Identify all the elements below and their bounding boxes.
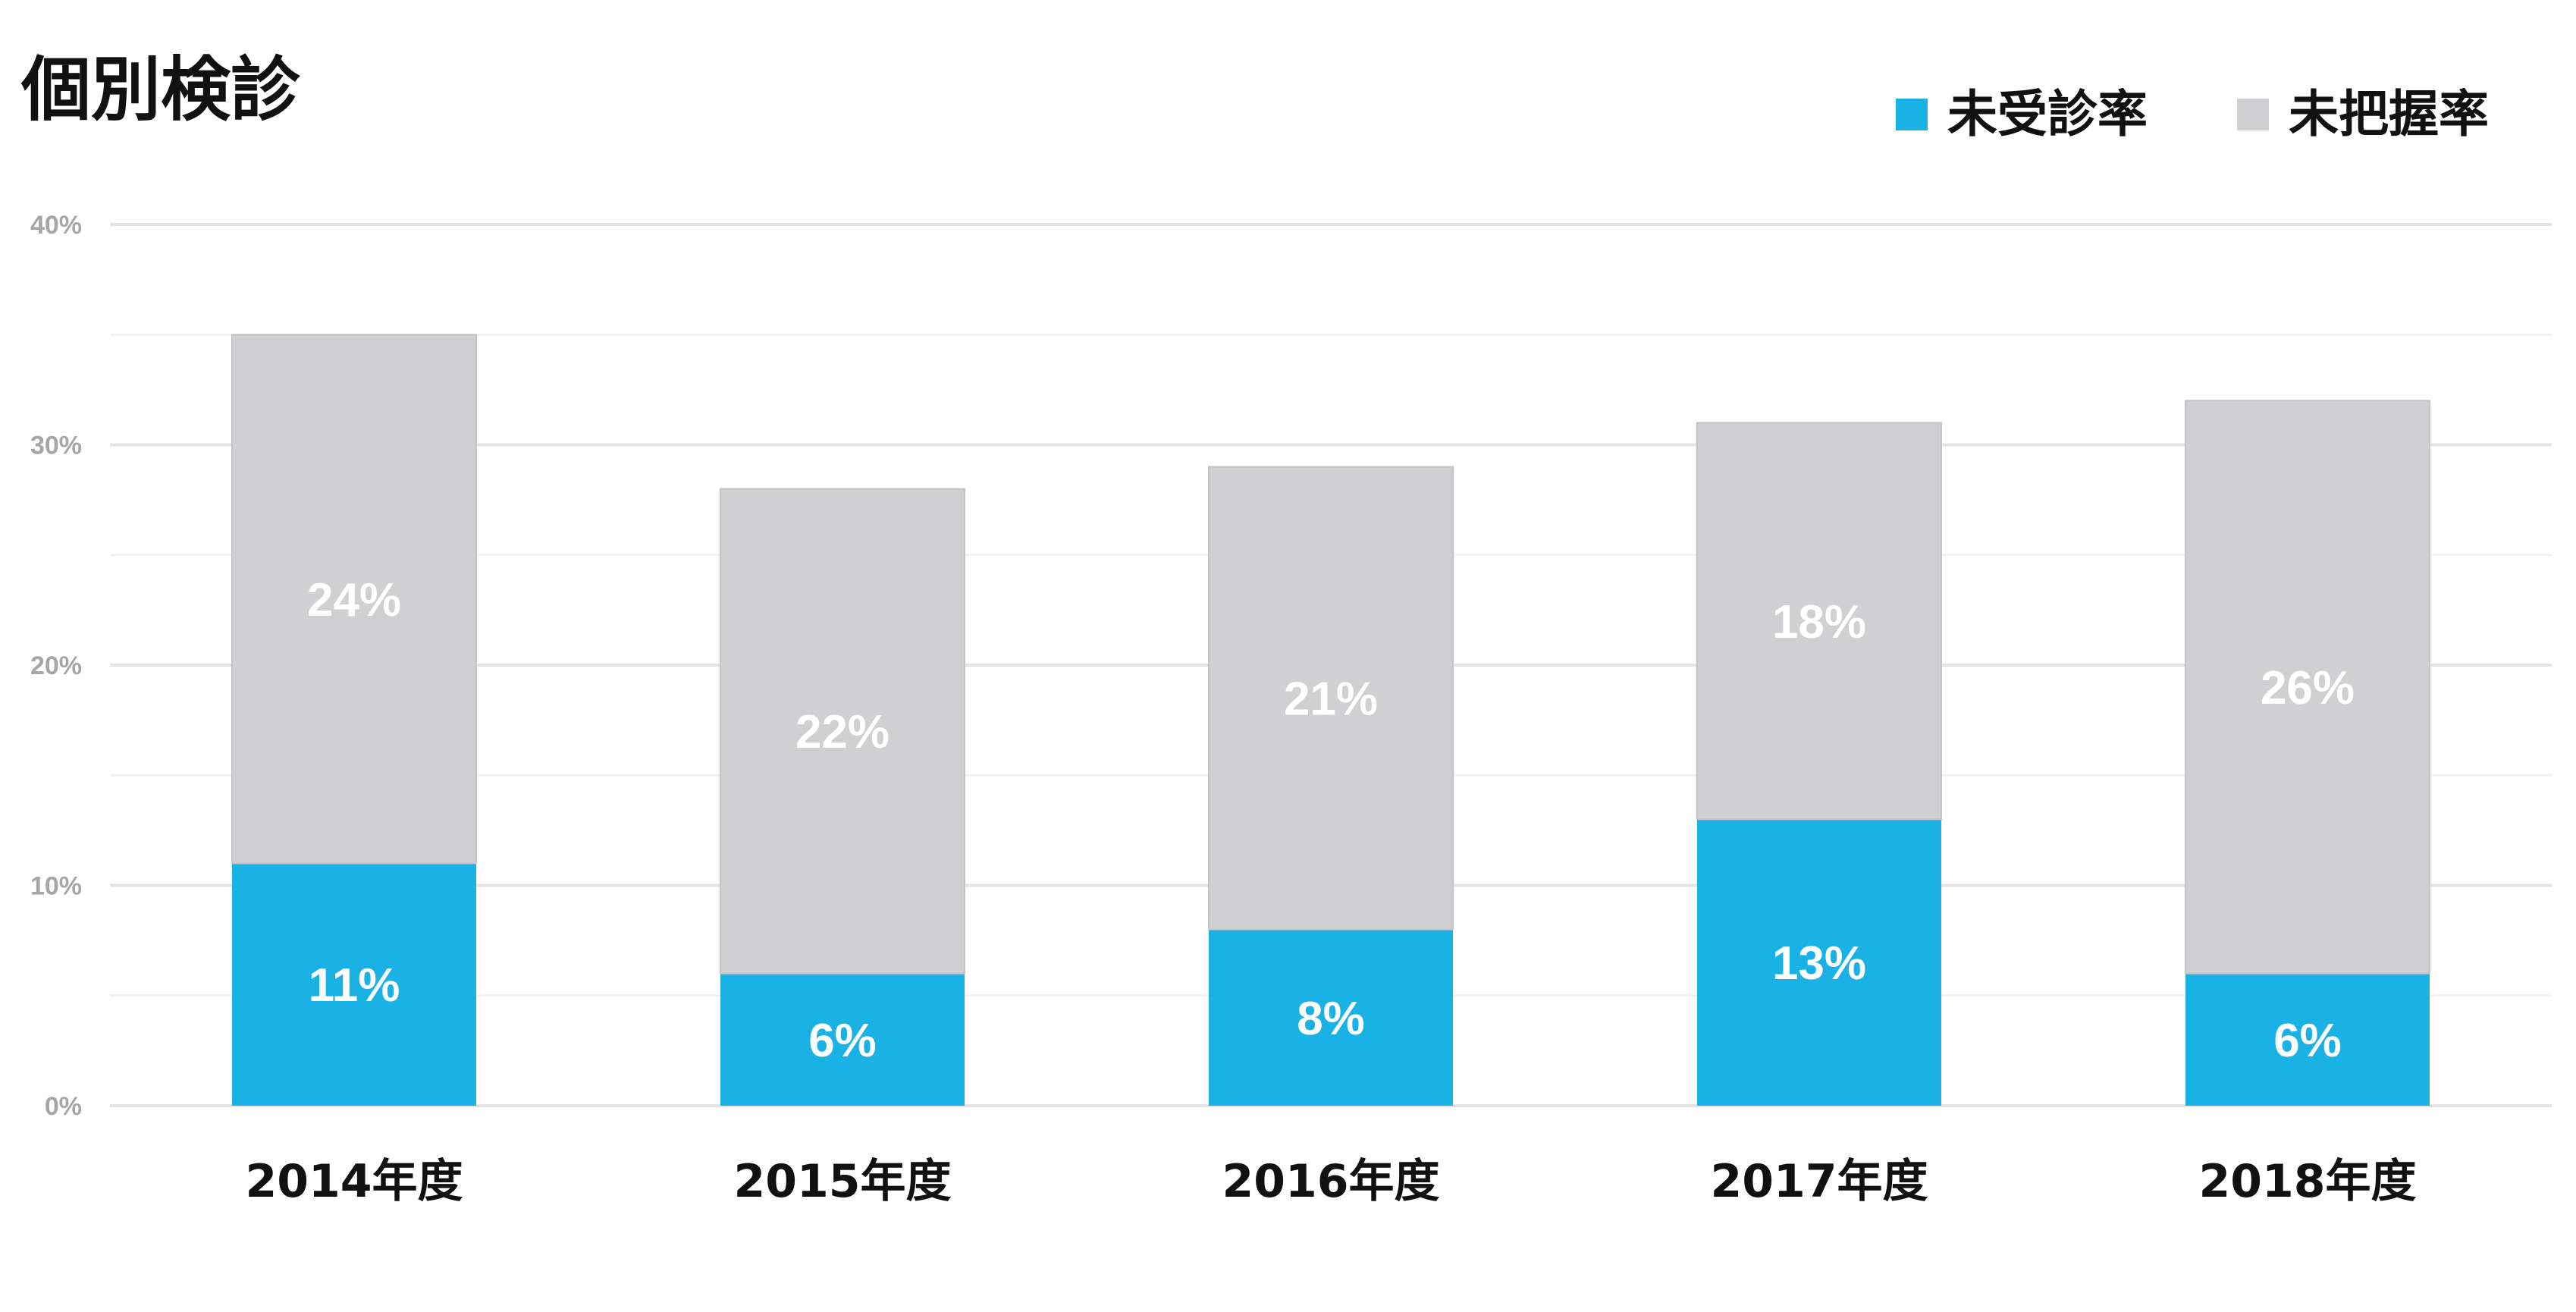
x-tick-label: 2014年度	[246, 1155, 463, 1208]
bar-segment-unknown	[1696, 422, 1942, 821]
x-tick-label: 2017年度	[1711, 1155, 1928, 1208]
data-label: 26%	[2261, 662, 2355, 714]
data-label: 24%	[307, 574, 401, 626]
data-label: 8%	[1297, 993, 1365, 1045]
data-label: 21%	[1284, 673, 1378, 726]
bar-segment-unexamined	[1697, 819, 1941, 1106]
y-tick-label: 10%	[30, 872, 82, 901]
legend-swatch-unexamined	[1896, 99, 1928, 130]
data-label: 22%	[795, 706, 890, 758]
y-tick-label: 40%	[30, 211, 82, 240]
x-axis: 2014年度 2015年度 2016年度 2017年度 2018年度	[246, 1155, 2417, 1208]
legend-label-unexamined: 未受診率	[1947, 85, 2148, 143]
y-axis: 0% 10% 20% 30% 40%	[30, 211, 82, 1121]
data-label: 6%	[2273, 1015, 2342, 1067]
chart-title: 個別検診	[20, 49, 301, 130]
x-tick-label: 2016年度	[1222, 1155, 1440, 1208]
legend: 未受診率 未把握率	[1896, 85, 2489, 143]
bar-segment-unknown	[231, 334, 477, 865]
bar-segment-unexamined	[1209, 929, 1453, 1106]
bar-segment-unknown	[2185, 400, 2430, 975]
y-tick-label: 30%	[30, 432, 82, 460]
bar-segment-unknown	[720, 488, 965, 975]
bar-segment-unknown	[1208, 466, 1454, 931]
x-tick-label: 2015年度	[734, 1155, 952, 1208]
x-tick-label: 2018年度	[2199, 1155, 2417, 1208]
legend-swatch-unknown	[2237, 99, 2269, 130]
bars: 11% 24% 6% 22% 8% 21% 13% 18% 6% 26%	[231, 334, 2430, 1106]
data-label: 18%	[1772, 596, 1866, 648]
bar-segment-unexamined	[2185, 973, 2430, 1106]
y-tick-label: 0%	[45, 1092, 82, 1121]
y-tick-label: 20%	[30, 651, 82, 680]
bar-segment-unexamined	[720, 973, 965, 1106]
legend-label-unknown: 未把握率	[2289, 85, 2489, 143]
data-label: 13%	[1772, 937, 1866, 990]
data-label: 11%	[309, 959, 400, 1012]
data-label: 6%	[808, 1015, 877, 1067]
bar-segment-unexamined	[232, 863, 476, 1106]
